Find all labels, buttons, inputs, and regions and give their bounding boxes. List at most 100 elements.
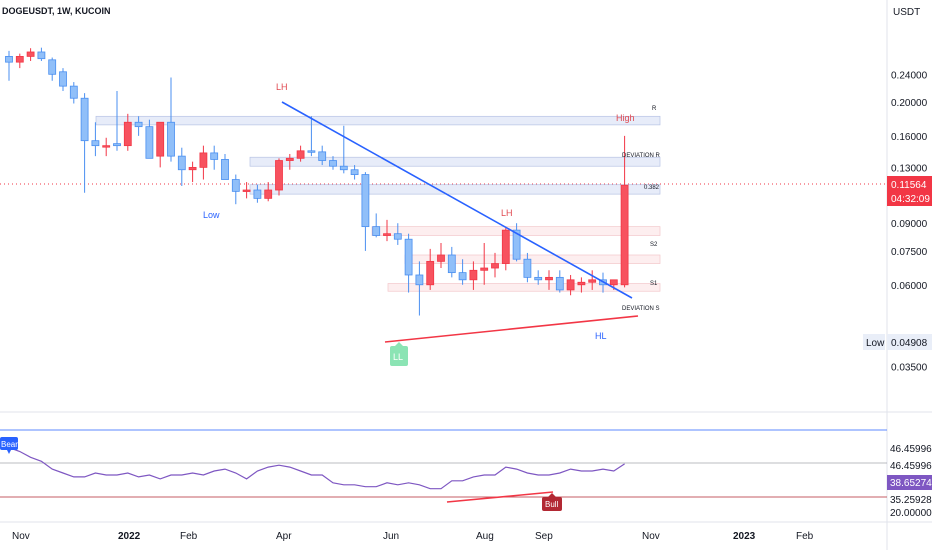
candle[interactable] — [145, 119, 154, 159]
candle[interactable] — [123, 113, 132, 151]
candle[interactable] — [523, 252, 532, 283]
candle[interactable] — [588, 270, 597, 290]
candle[interactable] — [393, 223, 402, 245]
candle[interactable] — [469, 261, 478, 290]
candle[interactable] — [210, 145, 219, 170]
candle[interactable] — [501, 226, 510, 271]
candle[interactable] — [318, 145, 327, 166]
candle[interactable] — [307, 116, 316, 157]
zone-0-382[interactable] — [249, 184, 661, 195]
candle-body — [264, 189, 273, 199]
candle[interactable] — [404, 233, 413, 293]
candle-body — [48, 59, 57, 75]
candle[interactable] — [167, 77, 175, 162]
rsi-current-value: 38.65274 — [890, 478, 932, 489]
time-label: Jun — [383, 531, 399, 542]
candle-body — [372, 226, 381, 236]
candle[interactable] — [577, 277, 586, 293]
candle-body — [545, 276, 553, 281]
candle[interactable] — [534, 270, 543, 285]
candle[interactable] — [480, 243, 489, 285]
candle[interactable] — [15, 53, 24, 69]
candle[interactable] — [26, 48, 35, 61]
symbol-header[interactable]: DOGEUSDT, 1W, KUCOIN — [2, 6, 111, 16]
zone-label-r: R — [652, 106, 657, 112]
candle-body — [231, 179, 240, 192]
candle[interactable] — [458, 259, 467, 285]
candle-body — [318, 151, 327, 161]
price-tick-label: 0.24000 — [891, 70, 928, 81]
candle[interactable] — [102, 137, 111, 157]
candle-body — [253, 189, 262, 199]
candle[interactable] — [59, 68, 67, 91]
candle[interactable] — [512, 223, 521, 262]
candle-body — [588, 279, 597, 283]
candle[interactable] — [491, 252, 499, 278]
candle[interactable] — [372, 213, 381, 238]
candle[interactable] — [242, 182, 251, 199]
candle[interactable] — [156, 121, 165, 168]
candle[interactable] — [555, 270, 564, 293]
time-label: Feb — [180, 531, 198, 542]
candle[interactable] — [447, 246, 456, 278]
candle[interactable] — [5, 50, 13, 81]
descending-trendline[interactable] — [281, 101, 633, 299]
candle-body — [91, 140, 100, 147]
candle[interactable] — [275, 158, 283, 196]
candle[interactable] — [383, 219, 391, 242]
candle[interactable] — [361, 172, 370, 251]
candle-body — [296, 150, 305, 159]
candle-body — [480, 267, 489, 271]
candle[interactable] — [285, 153, 294, 170]
time-label: Apr — [276, 531, 292, 542]
zone-label-s1: S1 — [650, 281, 658, 287]
candle[interactable] — [253, 184, 262, 203]
candle[interactable] — [113, 90, 121, 151]
candle[interactable] — [415, 261, 424, 316]
candle-body — [221, 159, 229, 180]
candle-body — [555, 276, 564, 291]
candle[interactable] — [91, 122, 100, 157]
candle[interactable] — [545, 270, 553, 290]
candle[interactable] — [339, 125, 348, 174]
candle[interactable] — [69, 82, 78, 104]
candle[interactable] — [296, 145, 305, 162]
candle[interactable] — [620, 135, 629, 288]
candle[interactable] — [231, 174, 240, 205]
candle-body — [566, 279, 575, 291]
candle[interactable] — [426, 248, 435, 290]
candle[interactable] — [329, 156, 337, 170]
ascending-trendline[interactable] — [384, 315, 639, 343]
zone-label-deviation-r: DEVIATION R — [622, 153, 661, 159]
candle[interactable] — [350, 165, 359, 180]
zone-r[interactable] — [95, 115, 661, 126]
zone-deviation-s[interactable] — [387, 283, 661, 292]
candle[interactable] — [177, 147, 186, 186]
candle[interactable] — [188, 161, 197, 183]
candle[interactable] — [264, 182, 273, 202]
ll-badge: LL — [390, 342, 408, 366]
time-label: 2023 — [733, 531, 756, 542]
time-axis[interactable]: Nov 2022 Feb Apr Jun Aug Sep Nov 2023 Feb — [12, 531, 814, 542]
candle-body — [123, 121, 132, 147]
candle[interactable] — [199, 145, 208, 180]
rsi-tick-0: 46.45996 — [890, 444, 932, 455]
candle[interactable] — [566, 274, 575, 296]
candle-body — [37, 51, 46, 60]
candle[interactable] — [48, 57, 57, 81]
time-label: Nov — [12, 531, 30, 542]
rsi-line[interactable] — [8, 446, 625, 490]
candle[interactable] — [134, 116, 143, 136]
time-label: Nov — [642, 531, 660, 542]
candle[interactable] — [37, 47, 46, 61]
candle[interactable] — [221, 153, 229, 180]
candle[interactable] — [437, 243, 445, 269]
zone-deviation-r[interactable] — [249, 156, 661, 167]
annotation-high: High — [616, 113, 635, 123]
rsi-tick-2: 35.25928 — [890, 495, 932, 506]
candle[interactable] — [80, 93, 89, 193]
candle-body — [383, 233, 391, 236]
candle-body — [339, 165, 348, 171]
